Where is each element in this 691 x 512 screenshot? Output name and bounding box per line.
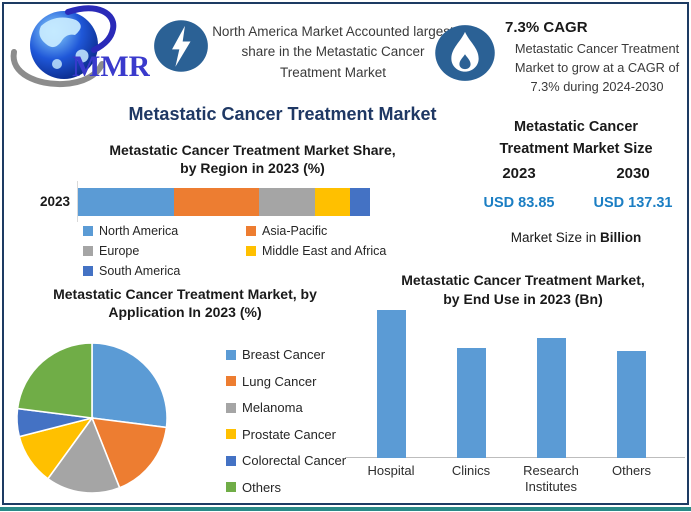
enduse-chart-title: Metastatic Cancer Treatment Market, by E…: [358, 271, 688, 309]
enduse-chart-title-line1: Metastatic Cancer Treatment Market,: [401, 272, 645, 288]
region-chart-title-line2: by Region in 2023 (%): [180, 159, 325, 176]
application-legend-item-colorectal-cancer: Colorectal Cancer: [226, 453, 346, 468]
cagr-title: 7.3% CAGR: [505, 19, 588, 36]
legend-label: Asia-Pacific: [262, 224, 328, 238]
cagr-block: 7.3% CAGR Metastatic Cancer Treatment Ma…: [505, 19, 689, 97]
application-legend-item-melanoma: Melanoma: [226, 400, 346, 415]
market-size-caption-unit: Billion: [600, 229, 642, 245]
application-chart-title-line1: Metastatic Cancer Treatment Market, by: [53, 286, 317, 302]
logo-blue-swoosh: [65, 5, 117, 53]
pie-slice-breast-cancer: [91, 342, 168, 429]
enduse-category-label-others: Others: [611, 463, 651, 478]
region-chart-title: Metastatic Cancer Treatment Market Share…: [60, 142, 445, 177]
market-size-caption: Market Size in Billion: [462, 230, 690, 245]
enduse-bar-hospital: [376, 310, 406, 458]
legend-swatch-icon: [83, 226, 93, 236]
application-pie-chart: [16, 342, 168, 494]
globe-continent: [39, 17, 81, 48]
region-bar-segment-europe: [259, 188, 315, 216]
legend-label: Colorectal Cancer: [242, 453, 347, 468]
region-chart-title-line1: Metastatic Cancer Treatment Market Share…: [109, 142, 396, 158]
market-size-years: 2023 2030: [462, 165, 690, 182]
cagr-text: Metastatic Cancer Treatment Market to gr…: [514, 41, 680, 95]
legend-swatch-icon: [226, 482, 236, 492]
border-frame: [2, 2, 689, 505]
pie-slice-melanoma: [46, 416, 121, 494]
market-size-year-end: 2030: [616, 164, 650, 182]
legend-swatch-icon: [83, 246, 93, 256]
pie-slice-others: [16, 342, 93, 419]
region-bar-segment-middle-east-and-africa: [314, 188, 350, 216]
region-legend-item-asia-pacific: Asia-Pacific: [246, 224, 386, 238]
legend-swatch-icon: [226, 349, 236, 360]
lightning-bolt-icon: [154, 20, 208, 72]
enduse-category-label-hospital: Hospital: [367, 463, 415, 478]
application-legend-item-prostate-cancer: Prostate Cancer: [226, 427, 346, 442]
market-size-title-line1: Metastatic Cancer: [513, 119, 639, 135]
region-legend-item-south-america: South America: [83, 264, 246, 278]
application-legend-item-others: Others: [226, 480, 346, 495]
logo-text: MMR: [72, 50, 150, 83]
legend-swatch-icon: [226, 455, 236, 466]
pie-slice-lung-cancer: [90, 417, 168, 489]
enduse-category-label-research-institutes: Research Institutes: [523, 463, 579, 494]
enduse-chart-title-line2: by End Use in 2023 (Bn): [443, 290, 603, 307]
flame-icon: [435, 25, 495, 81]
enduse-bar-clinics: [456, 348, 486, 458]
market-size-value-end: USD 137.31: [593, 194, 673, 211]
market-size-title-line2: Treatment Market Size: [499, 141, 653, 158]
application-chart-legend: Breast Cancer Lung Cancer Melanoma Prostate…: [226, 347, 346, 506]
application-legend-item-breast-cancer: Breast Cancer: [226, 347, 346, 362]
region-chart-axis-line: [77, 181, 78, 222]
logo-gray-swoosh: [10, 49, 105, 88]
legend-label: Europe: [99, 244, 140, 258]
globe-continent: [75, 49, 89, 63]
market-size-title: Metastatic Cancer Treatment Market Size: [462, 116, 690, 161]
legend-label: South America: [99, 264, 181, 278]
legend-swatch-icon: [226, 376, 236, 386]
legend-label: Breast Cancer: [242, 347, 326, 362]
bottom-accent-line: [0, 507, 691, 511]
page-title: Metastatic Cancer Treatment Market: [128, 104, 437, 124]
legend-swatch-icon: [226, 402, 236, 413]
legend-label: Lung Cancer: [242, 373, 317, 389]
region-legend-item-north-america: North America: [83, 224, 246, 238]
legend-swatch-icon: [246, 246, 256, 256]
region-chart-category-label: 2023: [39, 194, 70, 209]
application-chart-title: Metastatic Cancer Treatment Market, by A…: [15, 285, 355, 321]
region-bar-segment-south-america: [349, 188, 370, 216]
market-size-caption-prefix: Market Size in: [510, 229, 601, 245]
legend-label: Prostate Cancer: [242, 426, 336, 442]
region-legend-item-middle-east-and-africa: Middle East and Africa: [246, 244, 386, 258]
region-legend-item-europe: Europe: [83, 244, 246, 258]
legend-swatch-icon: [246, 226, 256, 236]
market-size-year-start: 2023: [502, 164, 536, 182]
enduse-bar-others: [617, 351, 646, 458]
legend-label: North America: [99, 224, 179, 238]
legend-label: Middle East and Africa: [262, 244, 387, 258]
legend-swatch-icon: [83, 266, 93, 276]
market-size-values: USD 83.85 USD 137.31: [462, 195, 690, 211]
globe-continent: [52, 59, 62, 69]
application-legend-item-lung-cancer: Lung Cancer: [226, 374, 346, 389]
market-size-panel: Metastatic Cancer Treatment Market Size …: [462, 116, 690, 245]
region-bar-segment-asia-pacific: [174, 188, 260, 216]
header-highlight-text: North America Market Accounted largest s…: [212, 24, 454, 80]
enduse-category-label-clinics: Clinics: [451, 463, 491, 478]
legend-label: Others: [242, 479, 282, 495]
region-stacked-bar: [78, 188, 370, 216]
region-chart-legend: North America Asia-Pacific Europe Middle Ea…: [83, 224, 386, 278]
enduse-bar-research-institutes: [536, 337, 566, 458]
application-chart-title-line2: Application In 2023 (%): [108, 304, 262, 321]
legend-swatch-icon: [226, 429, 236, 439]
enduse-chart-axis-line: [345, 457, 685, 458]
legend-label: Melanoma: [242, 400, 303, 415]
region-bar-segment-north-america: [78, 188, 175, 216]
mmr-logo: MMR: [10, 5, 150, 88]
market-size-value-start: USD 83.85: [483, 194, 555, 211]
